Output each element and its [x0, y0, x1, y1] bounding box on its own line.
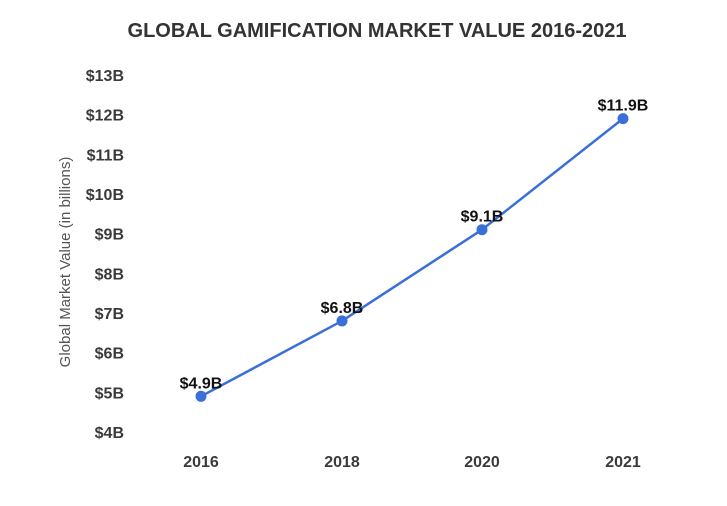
y-axis-label: Global Market Value (in billions) — [57, 157, 74, 368]
x-tick-label: 2016 — [183, 454, 219, 471]
y-axis-ticks: $13B $12B $11B $10B $9B $8B $7B $6B $5B $4B — [86, 68, 124, 442]
chart-title: GLOBAL GAMIFICATION MARKET VALUE 2016-20… — [128, 20, 627, 42]
y-tick-label: $8B — [95, 266, 124, 283]
y-tick-label: $4B — [95, 425, 124, 442]
data-label: $9.1B — [461, 209, 504, 226]
y-tick-label: $12B — [86, 108, 124, 125]
data-label: $11.9B — [598, 98, 649, 115]
y-tick-label: $10B — [86, 187, 124, 204]
data-point — [336, 315, 348, 327]
data-labels: $4.9B $6.8B $9.1B $11.9B — [180, 98, 649, 393]
series-line-group — [195, 113, 629, 402]
y-tick-label: $6B — [95, 346, 124, 363]
y-tick-label: $7B — [95, 306, 124, 323]
y-tick-label: $13B — [86, 68, 124, 85]
data-point — [476, 224, 488, 236]
data-point — [617, 113, 629, 125]
y-tick-label: $9B — [95, 227, 124, 244]
y-tick-label: $11B — [87, 147, 124, 164]
x-tick-label: 2021 — [605, 454, 641, 471]
data-point — [195, 390, 207, 402]
data-label: $6.8B — [321, 300, 364, 317]
x-axis-ticks: 2016 2018 2020 2021 — [183, 454, 641, 471]
series-line — [200, 117, 624, 398]
x-tick-label: 2020 — [464, 454, 500, 471]
x-tick-label: 2018 — [324, 454, 360, 471]
y-tick-label: $5B — [95, 385, 124, 402]
data-label: $4.9B — [180, 375, 223, 392]
